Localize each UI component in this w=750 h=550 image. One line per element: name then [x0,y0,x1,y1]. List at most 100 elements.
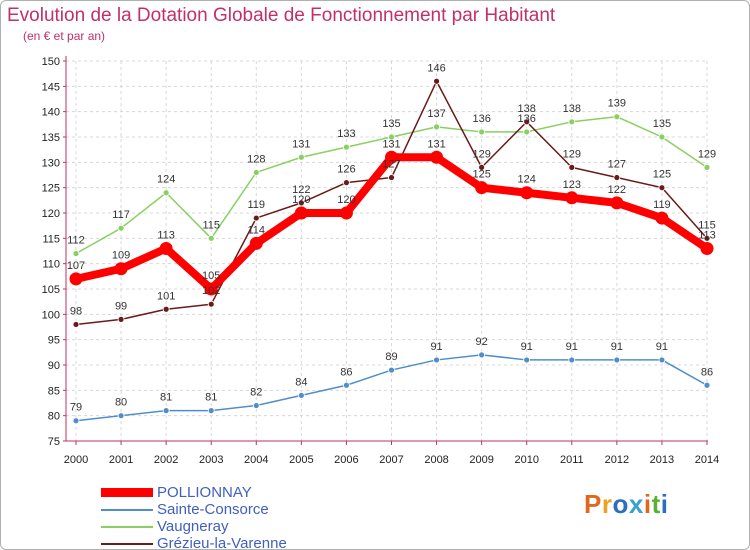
data-point-gr-zieu-la-varenne [162,305,170,313]
data-label-vaugneray: 129 [698,148,716,160]
logo-letter: x [628,489,644,519]
legend-swatch [101,542,153,545]
data-label-gr-zieu-la-varenne: 127 [382,159,400,171]
data-point-vaugneray [478,128,486,136]
data-point-sainte-consorce [252,402,260,409]
data-point-gr-zieu-la-varenne [568,163,576,171]
y-tick-label: 140 [42,107,60,119]
data-point-vaugneray [252,169,260,176]
logo-letter: i [643,489,652,519]
legend-label: Grézieu-la-Varenne [157,535,287,550]
x-tick-label: 2013 [650,454,674,466]
data-point-sainte-consorce [478,351,486,359]
y-tick-label: 145 [42,81,60,93]
y-tick-label: 100 [42,309,60,321]
legend-item-pollionnay: POLLIONNAY [101,484,287,501]
data-label-pollionnay: 131 [382,138,400,150]
data-point-vaugneray [343,143,350,151]
data-label-sainte-consorce: 86 [340,366,352,378]
data-point-gr-zieu-la-varenne [297,199,305,207]
data-point-pollionnay [565,191,579,205]
data-label-vaugneray: 136 [518,113,536,125]
data-label-vaugneray: 112 [67,235,85,247]
x-tick-label: 2004 [244,454,268,466]
x-tick-label: 2012 [605,454,629,466]
data-label-gr-zieu-la-varenne: 138 [518,103,536,115]
data-label-sainte-consorce: 91 [521,341,533,353]
data-label-gr-zieu-la-varenne: 101 [157,290,175,302]
y-tick-label: 120 [42,208,60,220]
data-label-pollionnay: 122 [608,184,626,196]
data-label-sainte-consorce: 79 [70,402,82,414]
data-label-pollionnay: 107 [67,260,85,272]
data-label-pollionnay: 113 [698,229,716,241]
data-label-sainte-consorce: 80 [115,397,127,409]
data-point-pollionnay [159,241,173,255]
legend-label: POLLIONNAY [157,484,252,501]
data-point-pollionnay [610,196,624,210]
y-tick-label: 135 [42,132,60,144]
data-label-pollionnay: 120 [337,194,355,206]
data-point-pollionnay [385,150,398,164]
y-tick-label: 115 [42,233,60,245]
data-label-vaugneray: 139 [608,98,626,110]
x-tick-label: 2011 [560,454,584,466]
data-label-pollionnay: 125 [472,169,490,181]
data-label-vaugneray: 117 [112,209,130,221]
legend-swatch [101,488,153,497]
legend-item-vaugneray: Vaugneray [101,518,287,535]
data-label-gr-zieu-la-varenne: 98 [70,305,82,317]
data-point-sainte-consorce [297,391,305,399]
x-tick-label: 2001 [109,454,133,466]
data-label-sainte-consorce: 91 [611,341,623,353]
data-label-pollionnay: 109 [112,250,130,262]
x-tick-label: 2005 [289,454,313,466]
data-label-vaugneray: 128 [247,153,265,165]
data-label-sainte-consorce: 81 [160,392,172,404]
y-tick-label: 130 [42,157,60,169]
chart-legend: POLLIONNAY Sainte-Consorce Vaugneray Grézie… [101,484,287,550]
data-label-pollionnay: 114 [248,224,266,236]
data-point-gr-zieu-la-varenne [343,179,350,187]
data-point-vaugneray [703,163,711,171]
data-point-pollionnay [294,206,308,220]
data-label-sainte-consorce: 91 [656,341,668,353]
legend-swatch [101,525,153,528]
data-point-sainte-consorce [388,366,395,374]
x-tick-label: 2007 [379,454,403,466]
data-point-gr-zieu-la-varenne [613,174,621,181]
legend-swatch [101,508,153,511]
data-label-sainte-consorce: 91 [566,341,578,353]
y-tick-label: 90 [48,360,60,372]
data-point-sainte-consorce [117,412,125,420]
data-label-pollionnay: 113 [157,229,175,241]
data-label-gr-zieu-la-varenne: 129 [472,148,490,160]
data-point-pollionnay [430,150,444,164]
data-point-gr-zieu-la-varenne [117,315,125,323]
data-point-gr-zieu-la-varenne [388,174,395,181]
data-label-gr-zieu-la-varenne: 125 [653,169,671,181]
data-point-sainte-consorce [613,356,621,364]
data-point-sainte-consorce [703,381,711,389]
data-label-vaugneray: 135 [653,118,671,130]
logo-letter: o [612,489,629,519]
data-point-vaugneray [568,118,576,126]
data-point-pollionnay [700,241,714,255]
data-point-pollionnay [475,181,489,195]
data-label-vaugneray: 133 [337,128,355,140]
logo-letter: t [651,489,661,519]
data-point-gr-zieu-la-varenne [207,300,215,308]
legend-label: Sainte-Consorce [157,501,269,518]
legend-item-gr-zieu-la-varenne: Grézieu-la-Varenne [101,535,287,550]
data-point-gr-zieu-la-varenne [703,234,711,242]
data-label-pollionnay: 119 [653,199,671,211]
x-tick-label: 2003 [199,454,223,466]
data-point-vaugneray [388,133,395,141]
data-label-gr-zieu-la-varenne: 146 [427,62,445,74]
data-point-gr-zieu-la-varenne [658,184,666,192]
y-tick-label: 105 [42,284,60,296]
y-tick-label: 80 [48,411,60,423]
data-label-vaugneray: 138 [563,103,581,115]
y-tick-label: 85 [48,385,60,397]
data-label-vaugneray: 115 [202,219,220,231]
